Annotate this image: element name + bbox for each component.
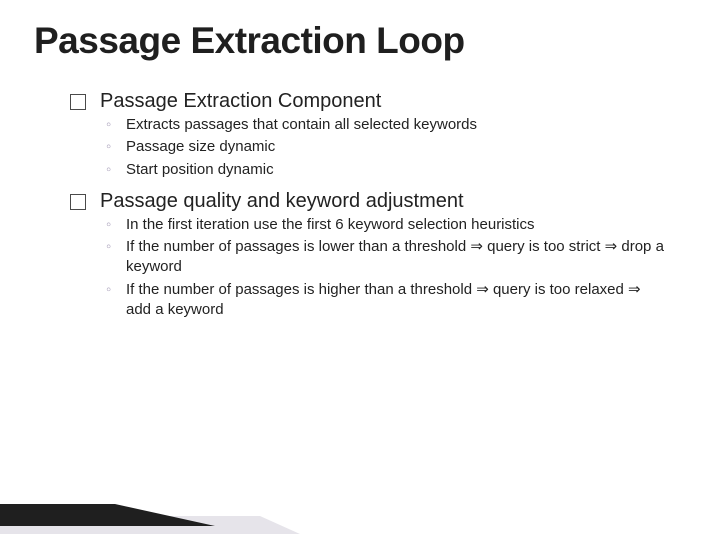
level2-item: ◦ Passage size dynamic bbox=[106, 137, 686, 157]
corner-decoration-icon bbox=[0, 454, 300, 534]
level2-text: Passage size dynamic bbox=[126, 137, 275, 157]
level1-item: Passage Extraction Component bbox=[70, 90, 686, 113]
circle-bullet-icon: ◦ bbox=[106, 237, 116, 257]
level1-item: Passage quality and keyword adjustment bbox=[70, 190, 686, 213]
level2-text: In the first iteration use the first 6 k… bbox=[126, 215, 535, 235]
deco-light-poly bbox=[0, 516, 300, 534]
level2-text: Start position dynamic bbox=[126, 160, 274, 180]
level2-item: ◦ In the first iteration use the first 6… bbox=[106, 215, 686, 235]
slide-title: Passage Extraction Loop bbox=[34, 20, 686, 62]
circle-bullet-icon: ◦ bbox=[106, 137, 116, 157]
circle-bullet-icon: ◦ bbox=[106, 215, 116, 235]
slide: Passage Extraction Loop Passage Extracti… bbox=[0, 0, 720, 540]
square-bullet-icon bbox=[70, 94, 86, 110]
level2-text: If the number of passages is lower than … bbox=[126, 237, 666, 278]
level2-item: ◦ Extracts passages that contain all sel… bbox=[106, 115, 686, 135]
level2-list: ◦ In the first iteration use the first 6… bbox=[106, 215, 686, 320]
level2-item: ◦ Start position dynamic bbox=[106, 160, 686, 180]
circle-bullet-icon: ◦ bbox=[106, 280, 116, 300]
slide-body: Passage Extraction Component ◦ Extracts … bbox=[34, 90, 686, 320]
level2-text: Extracts passages that contain all selec… bbox=[126, 115, 477, 135]
deco-dark-poly bbox=[0, 504, 215, 526]
level2-text: If the number of passages is higher than… bbox=[126, 280, 666, 321]
level2-item: ◦ If the number of passages is higher th… bbox=[106, 280, 686, 321]
level1-heading: Passage Extraction Component bbox=[100, 90, 381, 113]
level2-list: ◦ Extracts passages that contain all sel… bbox=[106, 115, 686, 180]
circle-bullet-icon: ◦ bbox=[106, 160, 116, 180]
square-bullet-icon bbox=[70, 194, 86, 210]
circle-bullet-icon: ◦ bbox=[106, 115, 116, 135]
level2-item: ◦ If the number of passages is lower tha… bbox=[106, 237, 686, 278]
level1-heading: Passage quality and keyword adjustment bbox=[100, 190, 464, 213]
